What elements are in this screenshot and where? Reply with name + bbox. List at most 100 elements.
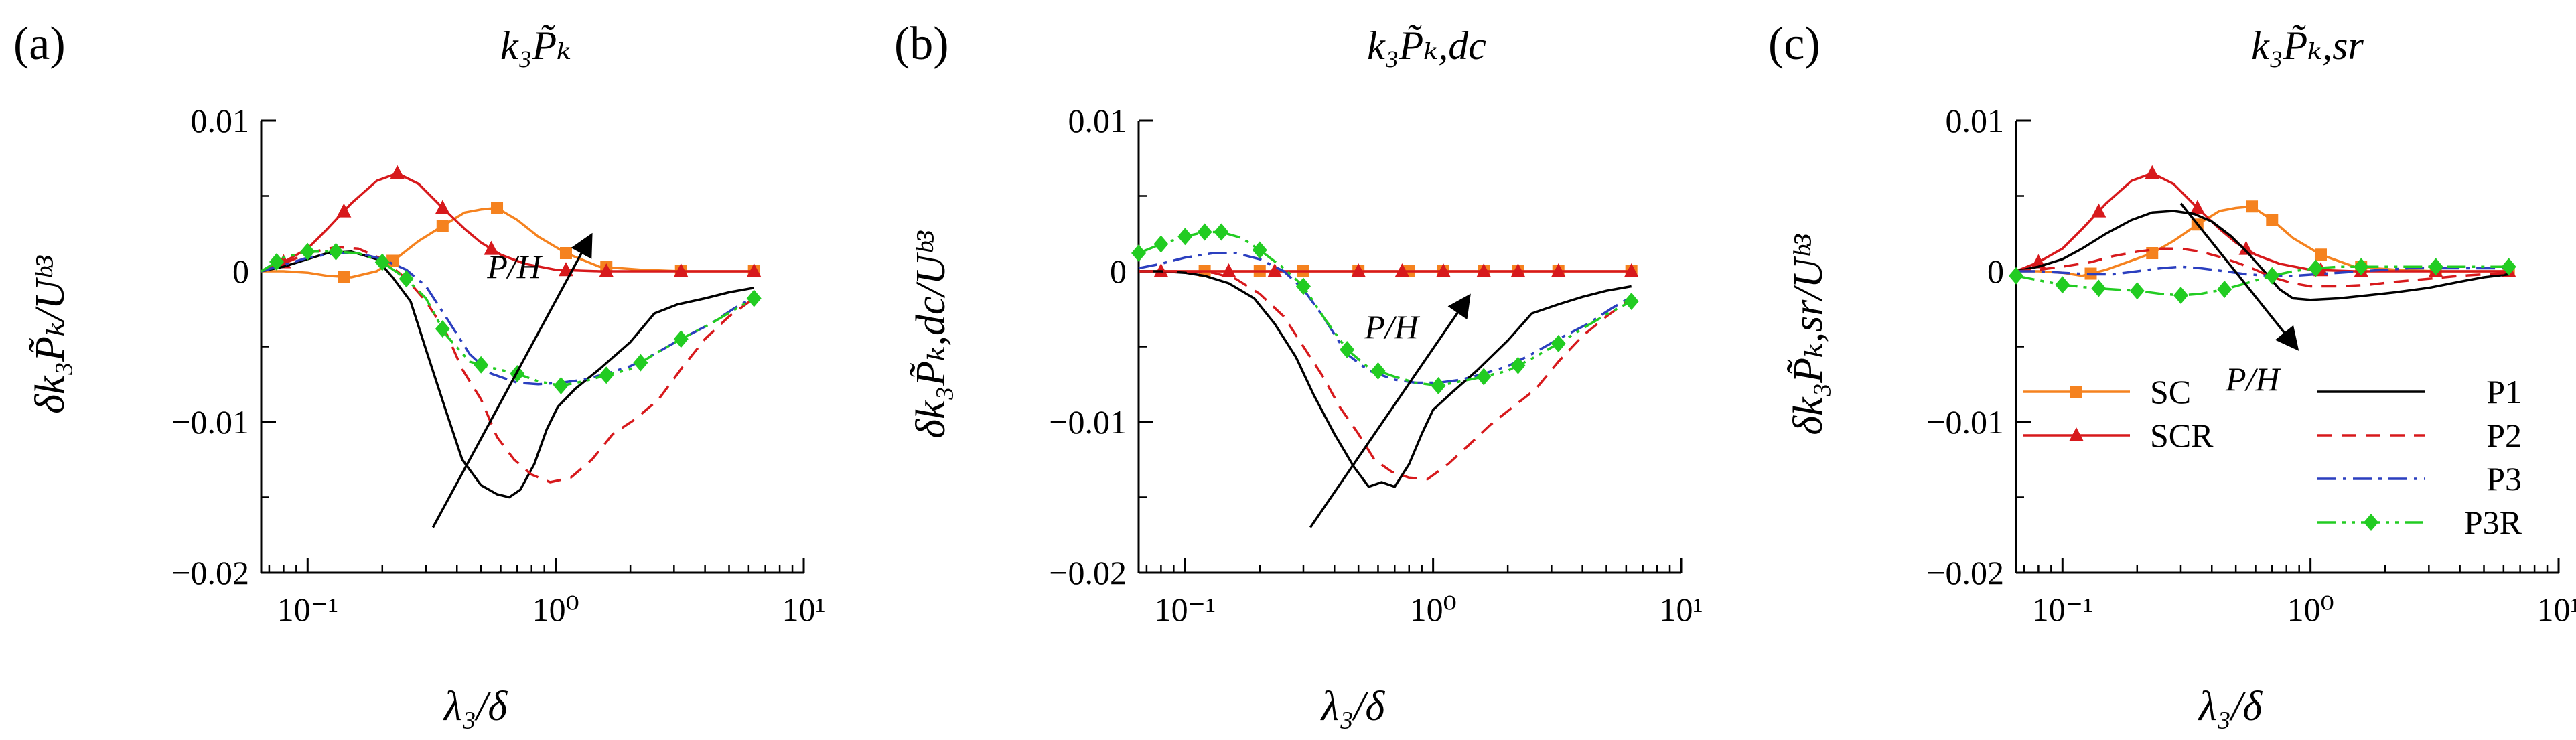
marker-sc xyxy=(2266,214,2279,226)
marker-scr xyxy=(435,200,450,214)
marker-p3r xyxy=(1551,335,1566,352)
marker-p3r xyxy=(2173,287,2188,304)
series-line-scr xyxy=(261,172,754,273)
series-line-p2 xyxy=(2015,247,2509,288)
marker-p3r xyxy=(2501,258,2516,276)
x-tick-label: 10⁻¹ xyxy=(1155,591,1216,628)
x-tick-label: 10⁰ xyxy=(1410,591,1457,628)
marker-p3r xyxy=(746,289,762,307)
series-line-p2 xyxy=(1139,270,1632,481)
axes: 0.01 0 −0.01 −0.02 10⁻¹ 10⁰ 10¹ xyxy=(1049,102,1703,628)
y-tick-label: 0.01 xyxy=(191,102,250,139)
y-tick-label: 0 xyxy=(1987,252,2004,290)
marker-scr xyxy=(484,240,499,255)
legend-marker xyxy=(2069,427,2084,441)
marker-scr xyxy=(746,263,762,277)
series-group xyxy=(2009,165,2516,304)
marker-scr xyxy=(599,263,614,277)
marker-p3r xyxy=(553,377,569,394)
marker-p3r xyxy=(673,330,689,348)
y-tick-label: −0.02 xyxy=(171,554,249,591)
marker-p3r xyxy=(1214,223,1229,241)
chart-title: k₃P̃ₖ,dc xyxy=(1367,23,1486,68)
marker-scr xyxy=(2145,165,2160,179)
marker-p3r xyxy=(2129,282,2145,300)
y-axis-label: δk₃P̃ₖ/Uᵇ³ xyxy=(27,255,73,414)
marker-p3r xyxy=(374,253,390,271)
marker-p3r xyxy=(474,356,489,374)
y-tick-label: −0.01 xyxy=(171,403,249,441)
chart-title: k₃P̃ₖ,sr xyxy=(2251,23,2364,68)
marker-p3r xyxy=(269,253,285,271)
marker-scr xyxy=(390,165,405,179)
series-line-p2 xyxy=(261,246,755,484)
x-tick-label: 10¹ xyxy=(2537,591,2576,628)
marker-sc xyxy=(2146,247,2159,259)
marker-p3r xyxy=(399,270,414,288)
marker-p3r xyxy=(599,366,614,384)
series-line-p1 xyxy=(2015,210,2509,301)
y-tick-label: 0 xyxy=(232,252,249,290)
marker-p3r xyxy=(1624,293,1639,310)
legend-marker xyxy=(2070,386,2082,398)
marker-p3r xyxy=(1252,241,1267,259)
annotation-text: P/H xyxy=(486,248,543,285)
marker-p3r xyxy=(1197,223,1212,241)
marker-p3r xyxy=(1431,377,1446,394)
annotation-text: P/H xyxy=(1364,308,1420,346)
x-axis-label: λ₃/δ xyxy=(443,684,508,729)
marker-p3r xyxy=(2055,276,2070,294)
legend-label: SCR xyxy=(2150,417,2214,454)
marker-scr xyxy=(673,263,689,277)
marker-sc xyxy=(338,271,350,283)
marker-scr xyxy=(1221,263,1236,277)
x-tick-label: 10¹ xyxy=(1660,591,1703,628)
marker-p3r xyxy=(2428,258,2443,276)
marker-p3r xyxy=(2217,281,2232,298)
marker-sc xyxy=(436,220,449,232)
y-tick-label: −0.02 xyxy=(1926,554,2004,591)
marker-scr xyxy=(2091,203,2106,218)
legend: SC P1 SCR P2 P3 P3R xyxy=(2023,373,2522,541)
marker-scr xyxy=(1476,263,1492,277)
axes: 0.01 0 −0.01 −0.02 10⁻¹ 10⁰ 10¹ xyxy=(171,102,825,628)
marker-scr xyxy=(1394,263,1410,277)
y-tick-label: −0.01 xyxy=(1049,403,1127,441)
marker-p3r xyxy=(1510,356,1526,374)
axes: 0.01 0 −0.01 −0.02 10⁻¹ 10⁰ 10¹ xyxy=(1926,102,2576,628)
y-tick-label: −0.01 xyxy=(1926,403,2004,441)
marker-sc xyxy=(491,202,504,214)
y-tick-label: 0.01 xyxy=(1946,102,2005,139)
chart-title: k₃P̃ₖ xyxy=(500,23,571,68)
y-tick-label: 0.01 xyxy=(1068,102,1127,139)
x-axis-label: λ₃/δ xyxy=(2198,684,2263,729)
marker-p3r xyxy=(2265,267,2280,285)
y-tick-label: −0.02 xyxy=(1049,554,1127,591)
marker-p3r xyxy=(633,354,648,372)
panel-a: (a) k₃P̃ₖ λ₃/δ δk₃P̃ₖ/Uᵇ³ 0.01 0 −0.01 −0.0… xyxy=(13,18,826,729)
marker-p3r xyxy=(1177,228,1193,246)
trend-arrow xyxy=(2179,202,2299,351)
marker-p3r xyxy=(1370,362,1386,380)
legend-marker xyxy=(2364,514,2378,531)
marker-p3r xyxy=(1295,277,1311,295)
marker-scr xyxy=(2238,240,2254,255)
annotation-text: P/H xyxy=(2225,360,2281,398)
panel-c: (c) k₃P̃ₖ,sr λ₃/δ δk₃P̃ₖ,sr/Uᵇ³ 0.01 0 −0.… xyxy=(1768,18,2576,729)
legend-label: P2 xyxy=(2486,417,2522,454)
marker-scr xyxy=(1435,263,1451,277)
x-tick-label: 10⁰ xyxy=(532,591,579,628)
series-group xyxy=(1131,223,1639,488)
y-axis-label: δk₃P̃ₖ,sr/Uᵇ³ xyxy=(1786,234,1831,435)
marker-p3r xyxy=(435,320,450,338)
marker-scr xyxy=(336,203,352,218)
y-tick-label: 0 xyxy=(1110,252,1127,290)
trend-arrow xyxy=(431,232,593,528)
marker-p3r xyxy=(2308,259,2323,277)
legend-label: P1 xyxy=(2486,373,2522,411)
x-tick-label: 10⁻¹ xyxy=(277,591,338,628)
panel-b: (b) k₃P̃ₖ,dc λ₃/δ δk₃P̃ₖ,dc/Uᵇ³ 0.01 0 −0.… xyxy=(894,18,1703,729)
marker-p3r xyxy=(1476,368,1492,386)
legend-label: P3 xyxy=(2486,460,2522,498)
